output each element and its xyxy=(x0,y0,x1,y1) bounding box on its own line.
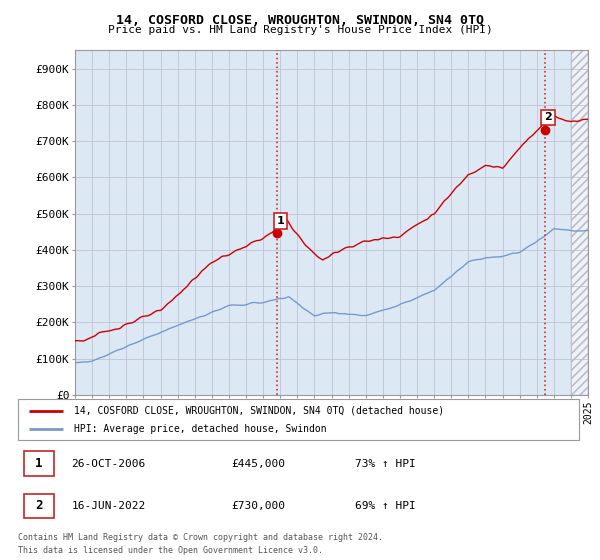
FancyBboxPatch shape xyxy=(23,493,55,518)
Text: 2: 2 xyxy=(544,113,552,123)
Bar xyxy=(571,50,588,395)
Text: 2: 2 xyxy=(35,499,43,512)
Text: This data is licensed under the Open Government Licence v3.0.: This data is licensed under the Open Gov… xyxy=(18,546,323,555)
Text: 16-JUN-2022: 16-JUN-2022 xyxy=(71,501,146,511)
Bar xyxy=(571,50,588,395)
Text: Contains HM Land Registry data © Crown copyright and database right 2024.: Contains HM Land Registry data © Crown c… xyxy=(18,533,383,542)
Text: Price paid vs. HM Land Registry's House Price Index (HPI): Price paid vs. HM Land Registry's House … xyxy=(107,25,493,35)
Text: 26-OCT-2006: 26-OCT-2006 xyxy=(71,459,146,469)
Text: 14, COSFORD CLOSE, WROUGHTON, SWINDON, SN4 0TQ: 14, COSFORD CLOSE, WROUGHTON, SWINDON, S… xyxy=(116,14,484,27)
Text: 14, COSFORD CLOSE, WROUGHTON, SWINDON, SN4 0TQ (detached house): 14, COSFORD CLOSE, WROUGHTON, SWINDON, S… xyxy=(74,405,444,416)
FancyBboxPatch shape xyxy=(18,399,579,440)
Text: HPI: Average price, detached house, Swindon: HPI: Average price, detached house, Swin… xyxy=(74,424,327,434)
Text: 69% ↑ HPI: 69% ↑ HPI xyxy=(355,501,415,511)
Text: £730,000: £730,000 xyxy=(231,501,285,511)
Text: 1: 1 xyxy=(277,216,284,226)
Text: £445,000: £445,000 xyxy=(231,459,285,469)
Text: 73% ↑ HPI: 73% ↑ HPI xyxy=(355,459,415,469)
FancyBboxPatch shape xyxy=(23,451,55,475)
Text: 1: 1 xyxy=(35,457,43,470)
